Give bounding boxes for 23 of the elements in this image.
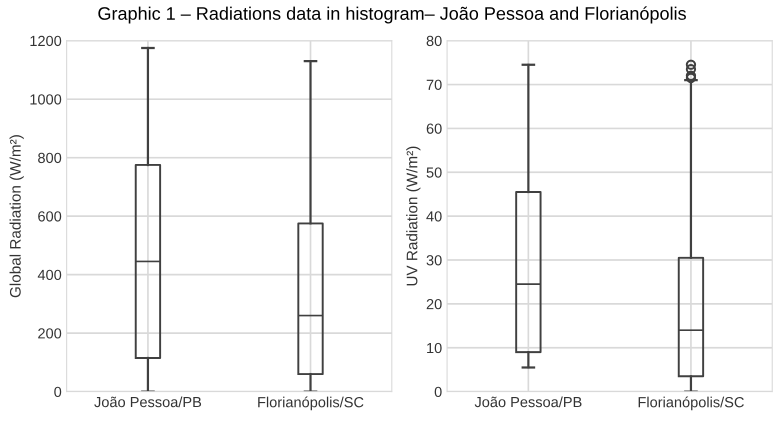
- x-tick-label: João Pessoa/PB: [94, 396, 202, 408]
- y-tick-label: 800: [38, 152, 62, 164]
- chart-title: Graphic 1 – Radiations data in histogram– João Pessoa and Florianópolis: [98, 6, 686, 24]
- y-tick-label: 60: [426, 124, 442, 134]
- y-tick-label: 50: [426, 167, 442, 178]
- y-tick-label: 80: [426, 36, 442, 46]
- y-tick-label: 1200: [30, 36, 62, 46]
- y-tick-label: 20: [426, 298, 442, 310]
- y-tick-label: 10: [427, 342, 442, 354]
- y-tick-label: 0: [434, 386, 442, 398]
- y-tick-label: 70: [426, 80, 442, 90]
- x-tick-label: Florianópolis/SC: [258, 396, 364, 410]
- y-tick-label: 1000: [30, 94, 62, 105]
- y-tick-label: 40: [426, 211, 442, 222]
- y-tick-label: 600: [38, 211, 62, 222]
- y-axis-title: Global Radiation (W/m²): [10, 135, 24, 298]
- y-axis-title: UV Radiation (W/m²): [406, 146, 420, 286]
- x-tick-label: João Pessoa/PB: [474, 396, 582, 408]
- y-tick-label: 0: [54, 386, 62, 398]
- x-tick-label: Florianópolis/SC: [638, 396, 744, 410]
- y-tick-label: 400: [38, 270, 62, 280]
- y-tick-label: 200: [38, 328, 62, 339]
- y-tick-label: 30: [426, 255, 442, 266]
